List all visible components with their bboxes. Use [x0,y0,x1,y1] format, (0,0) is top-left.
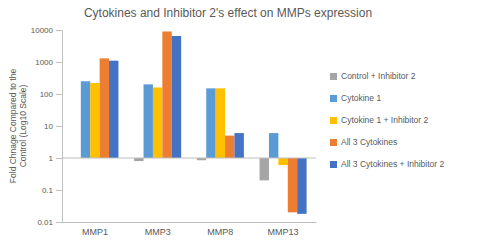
tick: 1000 [35,58,62,67]
legend-swatch [330,161,337,168]
baseline [62,158,316,159]
tick-label: MMP3 [145,227,171,237]
tick: 0.1 [42,186,62,195]
bar [225,136,234,158]
title: Cytokines and Inhibitor 2's effect on MM… [84,6,372,20]
axis-line [63,222,317,223]
tick: 10000 [31,26,62,35]
tick: 100 [40,90,62,99]
tick-label: MMP1 [82,227,108,237]
legend-swatch [330,95,337,102]
bar [100,58,109,158]
bar [153,87,162,158]
tick-mark [56,222,62,223]
legend-label: Control + Inhibitor 2 [341,71,416,81]
tick-label: 1 [49,154,54,163]
tick-mark [56,158,62,159]
tick-label: 0.1 [42,186,54,195]
tick-mark [56,30,62,31]
legend-swatch [330,139,337,146]
bar [260,158,269,180]
bar [206,88,215,158]
tick-mark [56,94,62,95]
bar [297,158,306,214]
tick: 10 [44,122,62,131]
bar [288,158,297,212]
bar [90,83,99,158]
tick: 0.01 [37,218,62,227]
bar [144,84,153,158]
legend-label: Cytokine 1 + Inhibitor 2 [341,115,428,125]
tick: MMP13 [268,222,299,237]
tick-label: MMP13 [268,227,299,237]
bar [278,158,287,165]
bar [172,36,181,158]
tick-label: 10000 [31,26,54,35]
bar [216,88,225,158]
tick-label: 0.01 [37,218,53,227]
tick: MMP1 [82,222,108,237]
axis-line [62,31,63,223]
chart: Cytokines and Inhibitor 2's effect on MM… [0,0,496,247]
tick-mark [56,62,62,63]
legend-swatch [330,73,337,80]
tick-mark [56,126,62,127]
bar [269,133,278,158]
bar [81,81,90,158]
legend-swatch [330,117,337,124]
legend-label: All 3 Cytokines + Inhibitor 2 [341,159,445,169]
tick-label: MMP8 [207,227,233,237]
legend-label: All 3 Cytokines [341,137,397,147]
bars [81,31,307,213]
tick: MMP8 [207,222,233,237]
bar [234,133,243,158]
tick-label: 100 [40,90,54,99]
tick-mark [56,190,62,191]
tick-label: 1000 [35,58,53,67]
tick-label: 10 [44,122,53,131]
x-axis: MMP1 MMP3 MMP8 MMP13 [63,222,317,237]
y-axis: 0.01 0.1 1 10 100 1000 10000 [31,26,63,227]
bar [109,61,118,158]
legend: Control + Inhibitor 2 Cytokine 1 Cytokine … [330,71,445,169]
legend-label: Cytokine 1 [341,93,381,103]
y-axis-title: Fold Chnage Compared to theControl (Log1… [8,69,28,184]
tick: 1 [49,154,62,163]
bar [162,31,171,158]
tick: MMP3 [145,222,171,237]
